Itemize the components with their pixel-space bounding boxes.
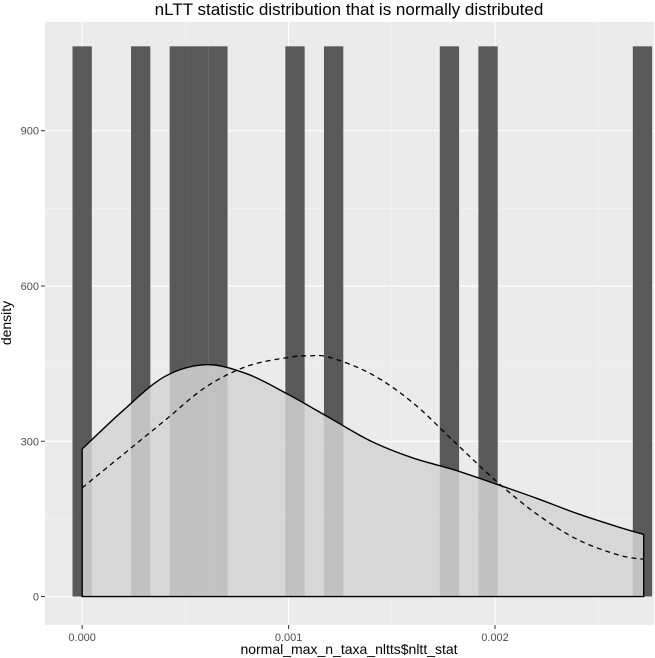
normal-fit-layer <box>81 354 644 560</box>
kde-layer <box>81 363 645 598</box>
histogram-bar <box>439 46 460 597</box>
y-tick-label: 300 <box>21 436 39 448</box>
x-axis: 0.000 0.001 0.002 <box>68 625 509 644</box>
chart-title: nLTT statistic distribution that is norm… <box>155 0 544 19</box>
histogram-bar <box>478 46 498 597</box>
x-tick-label: 0.000 <box>68 632 96 644</box>
x-tick-label: 0.002 <box>481 632 509 644</box>
x-axis-title: normal_max_n_taxa_nltts$nltt_stat <box>240 641 457 657</box>
kde-line <box>81 363 645 598</box>
y-tick-label: 600 <box>21 281 39 293</box>
y-axis-title: density <box>0 301 14 345</box>
normal-fit-line <box>81 354 644 560</box>
y-tick-label: 0 <box>33 592 39 604</box>
y-axis: 0 300 600 900 <box>21 126 45 604</box>
kde-area <box>82 364 644 597</box>
histogram-bar <box>632 46 653 597</box>
x-tick-label: 0.001 <box>275 632 303 644</box>
y-tick-label: 900 <box>21 126 39 138</box>
